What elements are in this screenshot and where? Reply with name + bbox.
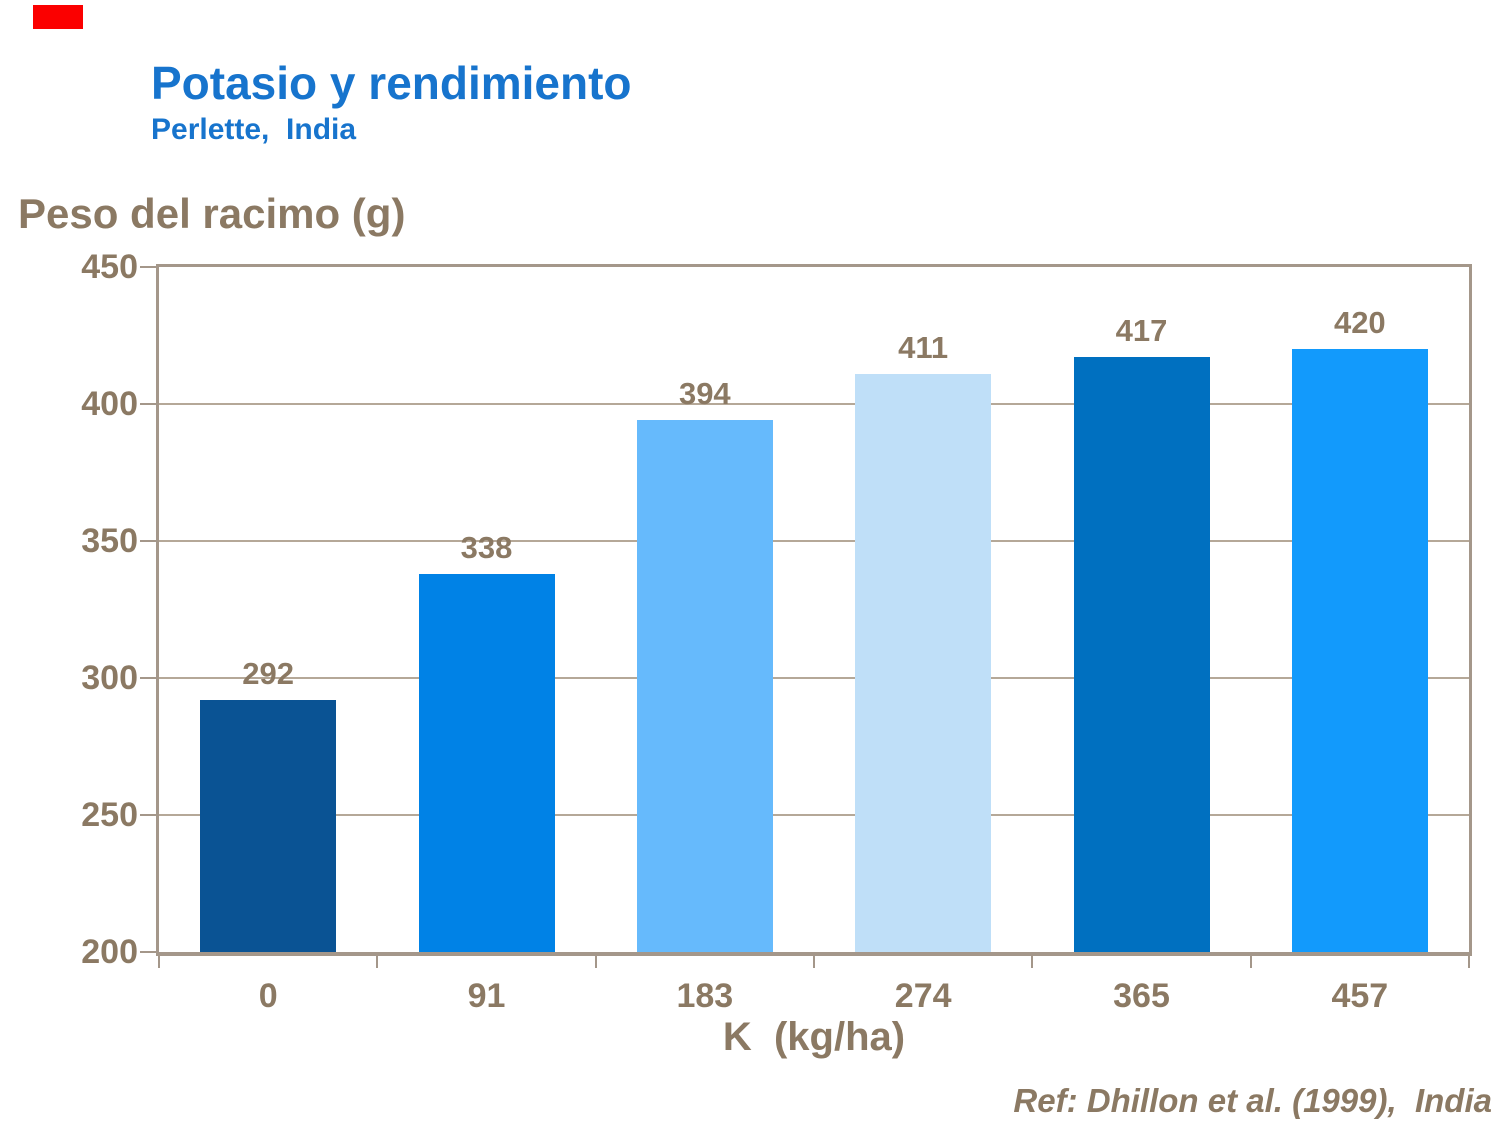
red-accent-logo: [33, 5, 83, 29]
x-axis-title: K (kg/ha): [722, 1015, 906, 1059]
y-tick-mark: [140, 403, 157, 405]
y-tick-mark: [140, 677, 157, 679]
gridline: [159, 677, 1469, 679]
bar: [1291, 349, 1428, 952]
x-tick-mark: [1468, 952, 1470, 968]
x-tick-label: 457: [1331, 977, 1389, 1015]
y-axis-title: Peso del racimo (g): [18, 190, 406, 237]
bar-value-label: 417: [1115, 313, 1168, 349]
y-tick-label: 350: [81, 522, 138, 560]
y-tick-mark: [140, 951, 157, 953]
bar-value-label: 338: [460, 529, 513, 565]
chart-title: Potasio y rendimiento: [151, 57, 632, 109]
x-tick-mark: [376, 952, 379, 968]
bar: [855, 373, 992, 952]
x-tick-label: 183: [676, 977, 734, 1015]
x-tick-label: 274: [894, 977, 952, 1015]
bar-value-label: 292: [242, 655, 295, 691]
x-tick-label: 91: [467, 977, 506, 1015]
y-tick-label: 300: [81, 659, 138, 697]
bar: [636, 420, 773, 952]
y-tick-label: 400: [81, 385, 138, 423]
chart-subtitle: Perlette, India: [151, 113, 357, 146]
y-tick-label: 450: [81, 248, 138, 286]
x-tick-label: 365: [1113, 977, 1170, 1015]
y-tick-mark: [140, 540, 157, 542]
x-tick-mark: [813, 952, 815, 968]
gridline: [159, 540, 1469, 542]
x-tick-mark: [1249, 952, 1252, 968]
y-tick-mark: [140, 266, 157, 268]
y-tick-label: 250: [81, 796, 138, 834]
y-tick-mark: [140, 814, 157, 816]
bar-value-label: 411: [898, 329, 949, 365]
bar: [1073, 357, 1210, 952]
x-tick-mark: [158, 952, 160, 968]
reference-text: Ref: Dhillon et al. (1999), India: [1013, 1082, 1492, 1119]
gridline: [159, 814, 1469, 816]
x-tick-mark: [1031, 952, 1034, 968]
bar-value-label: 420: [1333, 305, 1386, 341]
bar: [418, 573, 555, 952]
gridline: [159, 403, 1469, 405]
x-tick-label: 0: [258, 977, 278, 1015]
y-tick-label: 200: [81, 933, 138, 971]
bar: [200, 699, 337, 952]
plot-area: [156, 264, 1472, 956]
x-tick-mark: [594, 952, 597, 968]
bar-value-label: 394: [678, 376, 731, 412]
